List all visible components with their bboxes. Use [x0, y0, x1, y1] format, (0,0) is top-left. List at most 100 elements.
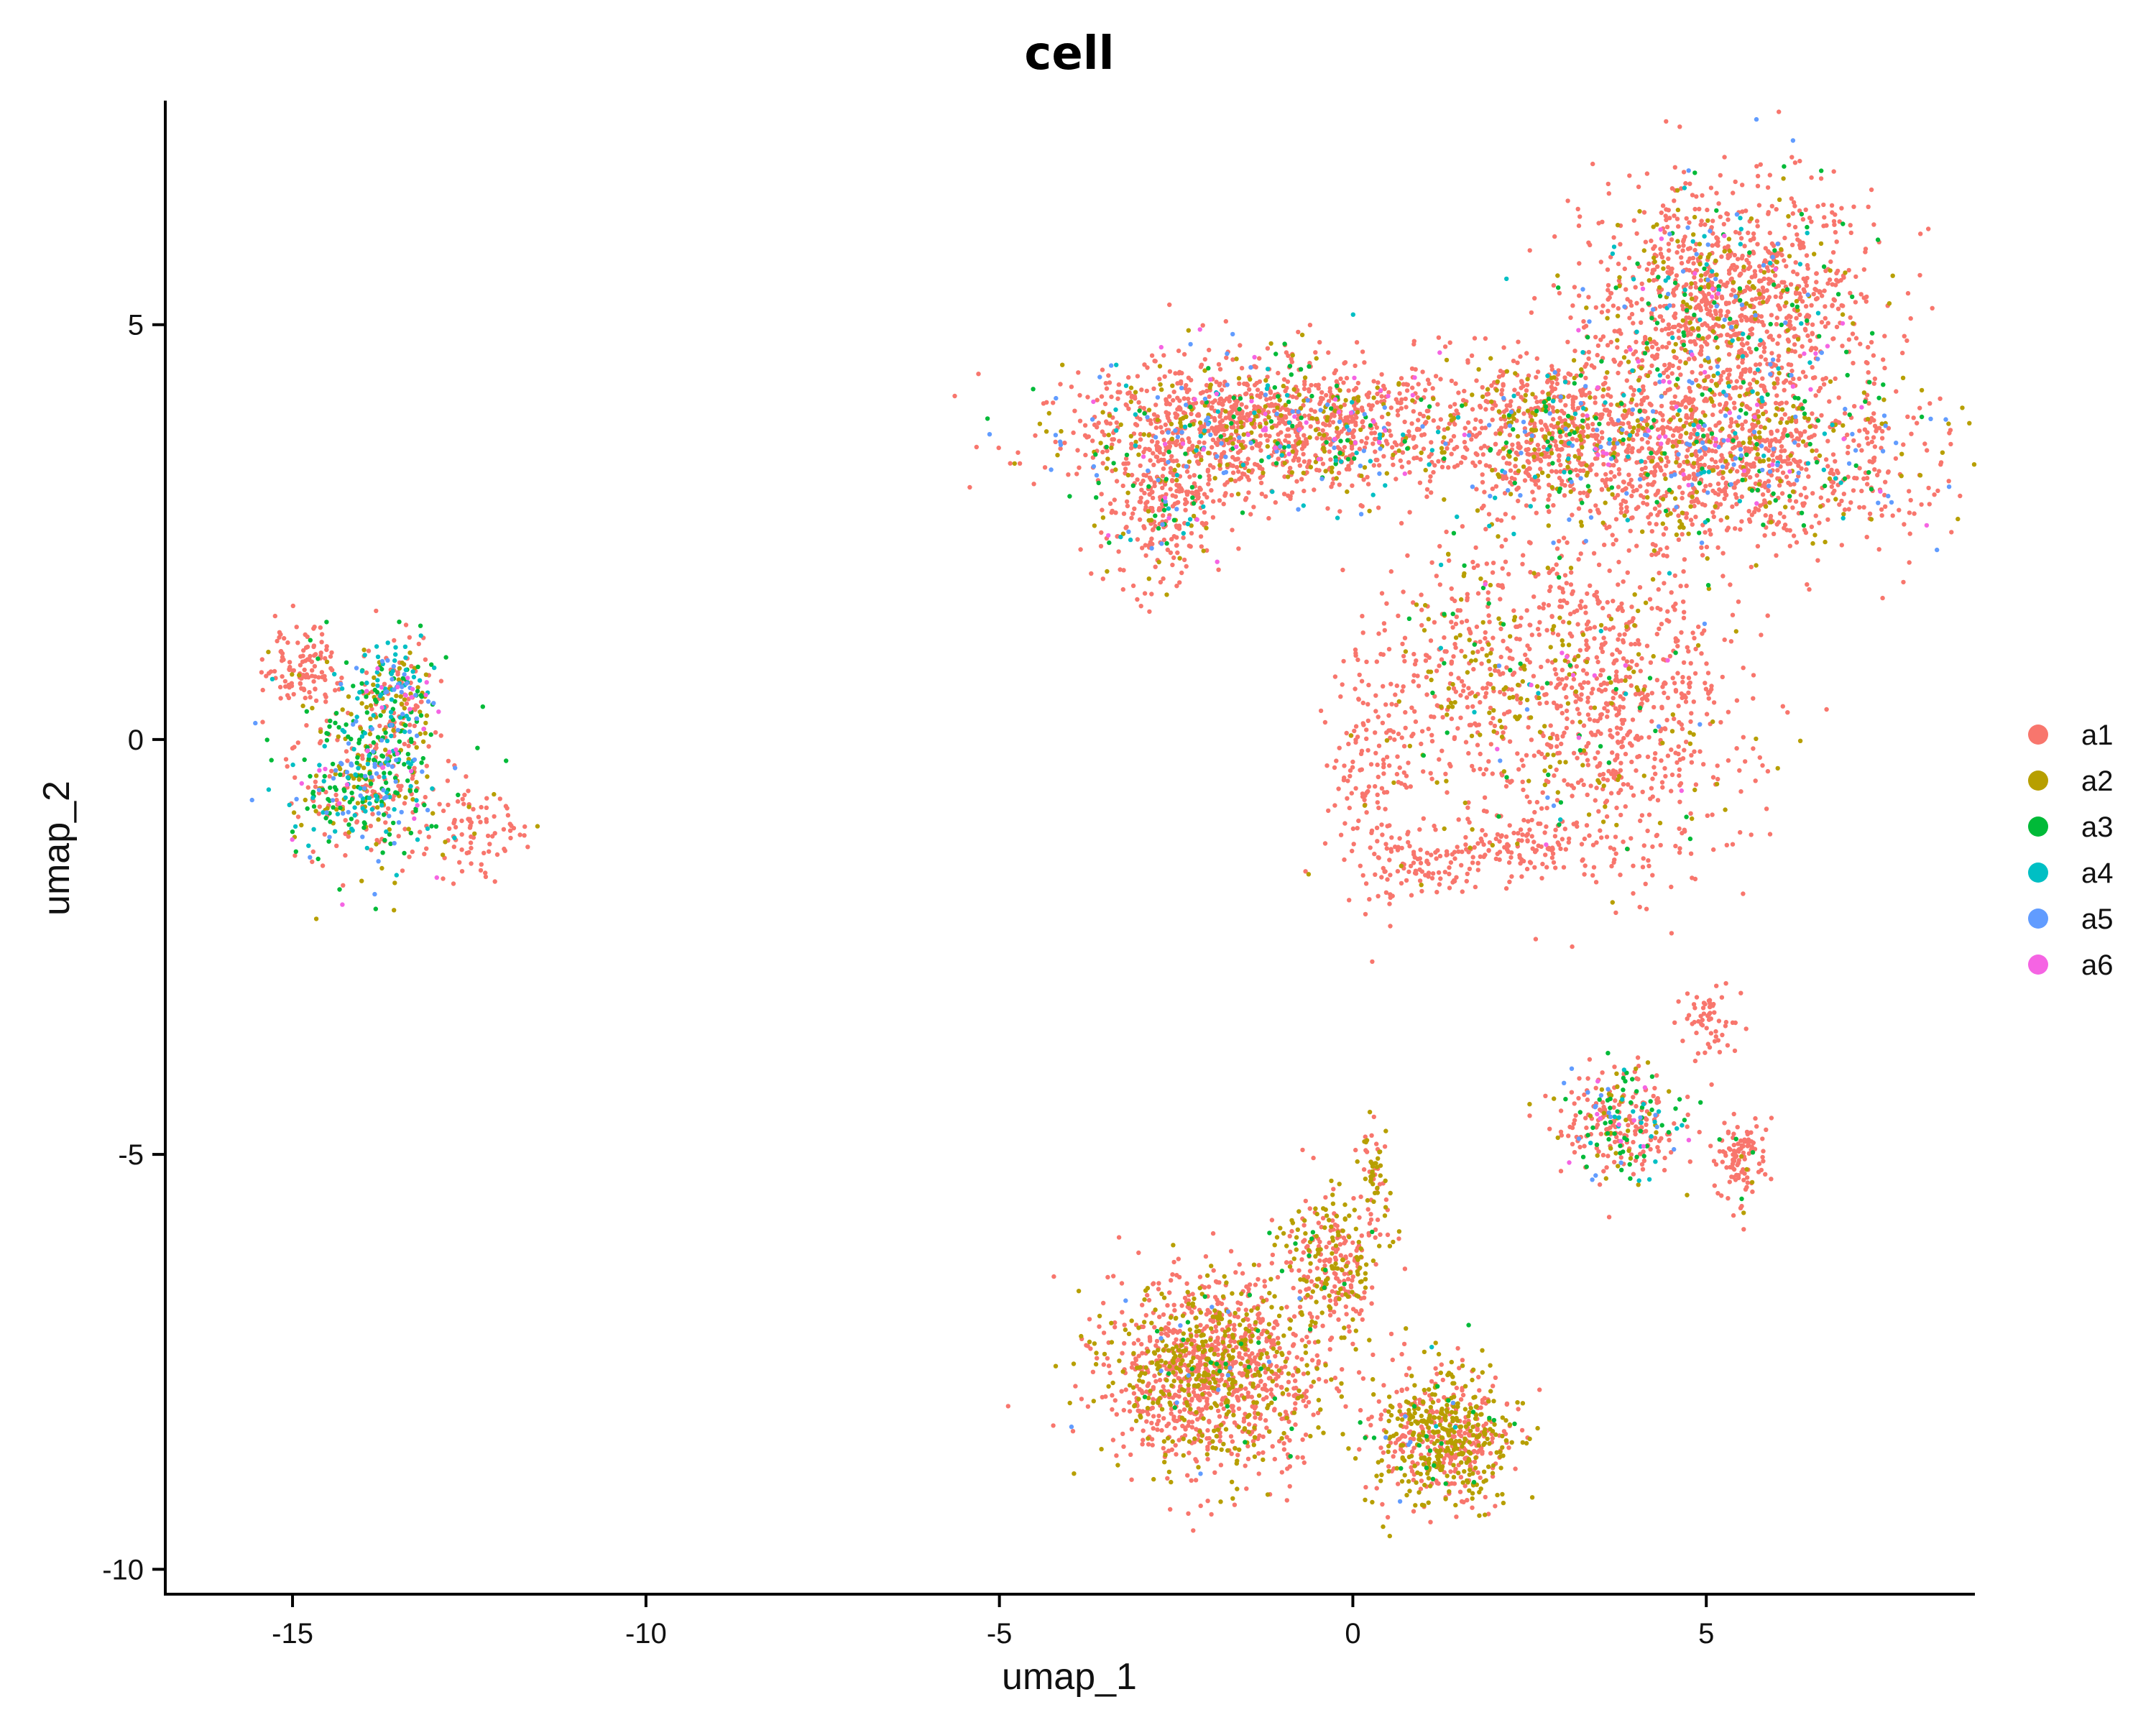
- point-a1: [1243, 392, 1248, 397]
- point-a1: [1626, 548, 1631, 553]
- point-a1: [1731, 262, 1736, 268]
- point-a1: [1643, 409, 1648, 414]
- point-a1: [1764, 806, 1769, 811]
- point-a1: [1478, 751, 1483, 757]
- point-a1: [1161, 438, 1166, 443]
- point-a1: [1621, 579, 1626, 584]
- point-a1: [1438, 876, 1443, 881]
- point-a1: [1549, 380, 1554, 385]
- point-a1: [1782, 525, 1787, 530]
- point-a1: [1715, 236, 1720, 242]
- point-a1: [1561, 535, 1567, 540]
- point-a1: [1200, 390, 1206, 395]
- point-a1: [1371, 463, 1377, 468]
- point-a1: [1738, 314, 1743, 319]
- point-a1: [1413, 719, 1419, 724]
- point-a1: [1680, 830, 1685, 836]
- point-a1: [1516, 498, 1521, 504]
- point-a1: [1164, 397, 1169, 402]
- point-a1: [1542, 692, 1547, 697]
- point-a1: [1460, 689, 1466, 694]
- point-a1: [1958, 493, 1963, 499]
- point-a1: [1749, 832, 1754, 837]
- point-a1: [1762, 345, 1767, 350]
- point-a1: [1487, 464, 1492, 469]
- point-a1: [1470, 407, 1475, 412]
- point-a1: [1379, 372, 1384, 377]
- point-a1: [1585, 695, 1590, 701]
- point-a1: [1822, 215, 1827, 220]
- point-a1: [1373, 693, 1378, 698]
- point-a1: [1475, 868, 1480, 873]
- point-a1: [1907, 560, 1912, 565]
- point-a1: [1581, 723, 1587, 728]
- point-a1: [1741, 472, 1746, 477]
- point-a1: [1531, 421, 1537, 426]
- point-a1: [1483, 832, 1488, 837]
- point-a1: [1099, 394, 1105, 399]
- point-a1: [1500, 585, 1506, 590]
- point-a1: [1319, 390, 1325, 395]
- point-a1: [1325, 763, 1330, 768]
- point-a1: [1585, 619, 1591, 625]
- point-a1: [1583, 604, 1588, 610]
- point-a1: [1692, 281, 1697, 286]
- point-a1: [1905, 290, 1911, 296]
- point-a1: [1864, 359, 1869, 365]
- point-a1: [1539, 875, 1544, 881]
- point-a1: [1367, 897, 1372, 902]
- point-a1: [1337, 509, 1342, 514]
- point-a1: [1851, 361, 1856, 366]
- point-a1: [1670, 324, 1676, 330]
- point-a1: [1628, 425, 1633, 430]
- point-a1: [1439, 464, 1445, 469]
- point-a1: [1396, 731, 1401, 737]
- point-a1: [1464, 695, 1470, 700]
- point-a1: [1835, 279, 1841, 284]
- point-a1: [1077, 392, 1082, 398]
- point-a1: [1237, 477, 1242, 482]
- point-a1: [1184, 469, 1190, 474]
- point-a1: [1793, 459, 1798, 464]
- point-a1: [1536, 571, 1541, 577]
- point-a1: [1521, 763, 1526, 768]
- point-a1: [1739, 256, 1744, 261]
- point-a1: [1629, 411, 1634, 417]
- point-a1: [1437, 853, 1443, 859]
- point-a1: [1674, 250, 1680, 255]
- point-a1: [1666, 459, 1671, 464]
- point-a1: [1650, 354, 1655, 359]
- point-a1: [1664, 717, 1669, 722]
- point-a1: [1684, 454, 1690, 459]
- point-a1: [1483, 767, 1489, 772]
- point-a1: [1151, 451, 1156, 456]
- point-a1: [1478, 836, 1483, 842]
- point-a1: [1041, 401, 1046, 406]
- point-a1: [1365, 702, 1370, 707]
- point-a1: [1577, 214, 1583, 219]
- point-a1: [1585, 712, 1591, 717]
- point-a1: [1755, 224, 1760, 229]
- point-a1: [1360, 873, 1365, 878]
- point-a1: [1858, 341, 1863, 346]
- point-a1: [1787, 498, 1792, 503]
- point-a1: [1706, 291, 1711, 296]
- point-a1: [1744, 353, 1749, 358]
- point-a1: [1766, 488, 1771, 493]
- point-a1: [1641, 210, 1647, 215]
- point-a1: [1676, 365, 1682, 371]
- point-a1: [1447, 340, 1452, 345]
- point-a1: [1751, 236, 1756, 241]
- point-a1: [1585, 680, 1591, 685]
- point-a1: [1574, 663, 1579, 669]
- point-a1: [1676, 224, 1681, 229]
- point-a1: [1782, 448, 1787, 454]
- point-a1: [1075, 448, 1080, 453]
- point-a1: [1776, 520, 1782, 525]
- point-a1: [1328, 457, 1333, 462]
- point-a1: [1661, 532, 1667, 537]
- point-a1: [1077, 465, 1082, 470]
- point-a1: [1424, 675, 1429, 680]
- point-a1: [1616, 466, 1621, 472]
- point-a1: [1587, 833, 1592, 838]
